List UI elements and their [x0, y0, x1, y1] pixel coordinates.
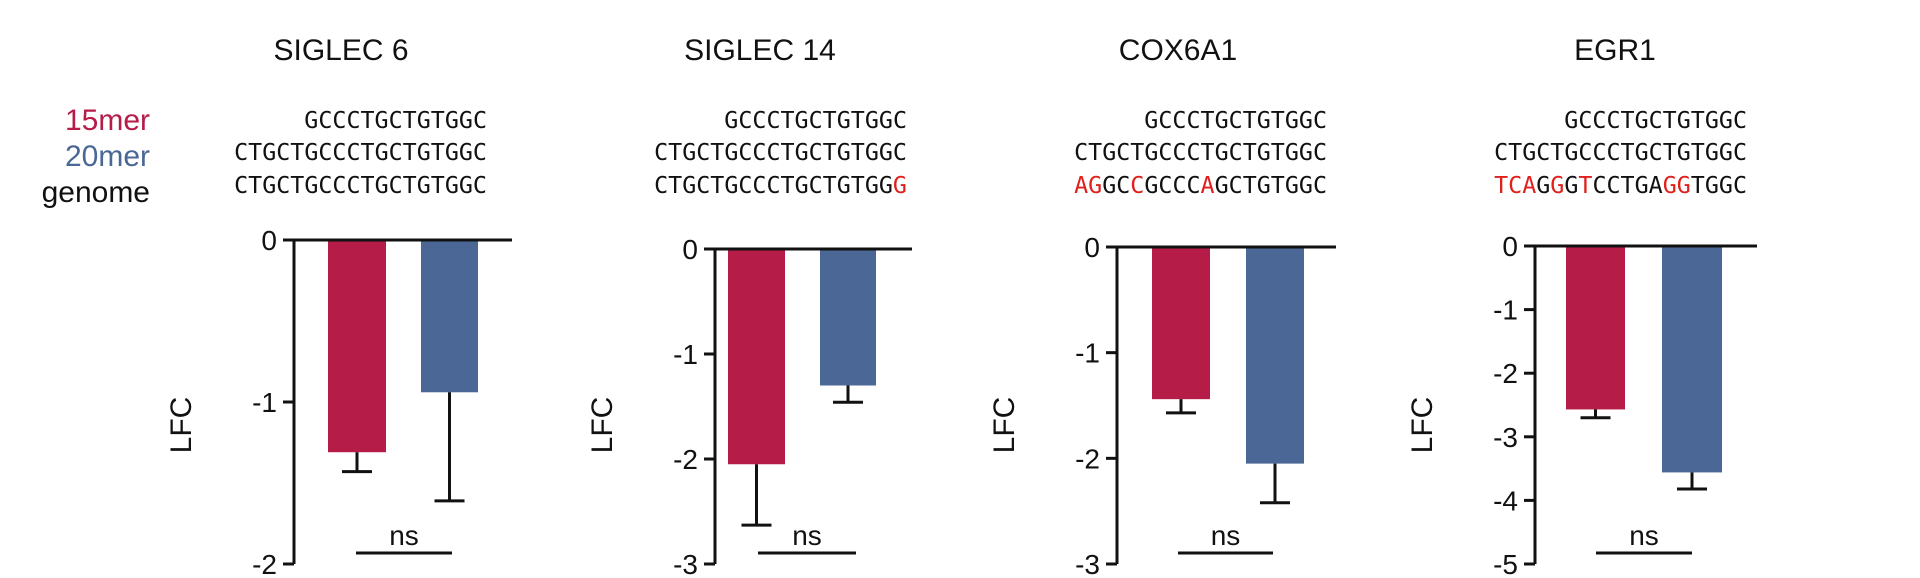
sequence-15mer: GCCCTGCTGTGGC [304, 107, 487, 134]
bar-20mer [820, 249, 876, 386]
y-tick-label: -4 [1493, 485, 1518, 516]
bar-20mer [421, 240, 478, 393]
y-axis-label: LFC [586, 397, 619, 454]
significance-label: ns [1211, 520, 1241, 551]
y-tick-label: -2 [1493, 358, 1518, 389]
chart-panel: SIGLEC 6 GCCCTGCTGTGGC CTGCTGCCCTGCTGTGGC C… [165, 34, 512, 578]
y-tick-label: 0 [261, 225, 277, 256]
bar-15mer [1566, 246, 1625, 410]
legend-genome: genome [42, 176, 150, 209]
sequence-genome: TCAGGGTCCTGAGGTGGC [1494, 172, 1747, 199]
sequence-20mer: CTGCTGCCCTGCTGTGGC [654, 139, 907, 166]
sequence-15mer: GCCCTGCTGTGGC [1144, 107, 1327, 134]
y-tick-label: 0 [1084, 232, 1100, 263]
y-tick-label: -5 [1493, 549, 1518, 578]
sequence-20mer: CTGCTGCCCTGCTGTGGC [1494, 139, 1747, 166]
y-tick-label: -2 [1075, 443, 1100, 474]
y-tick-label: 0 [682, 234, 698, 265]
chart-title: EGR1 [1574, 34, 1656, 67]
sequence-20mer: CTGCTGCCCTGCTGTGGC [234, 139, 487, 166]
legend-20mer: 20mer [65, 140, 150, 173]
y-tick-label: -1 [252, 387, 277, 418]
chart-panel: SIGLEC 14 GCCCTGCTGTGGC CTGCTGCCCTGCTGTGGC… [586, 34, 912, 578]
chart-title: SIGLEC 6 [273, 34, 408, 67]
sequence-15mer: GCCCTGCTGTGGC [1564, 107, 1747, 134]
significance-label: ns [1629, 520, 1659, 551]
y-axis-label: LFC [988, 397, 1021, 454]
significance-label: ns [792, 520, 822, 551]
chart-title: SIGLEC 14 [684, 34, 836, 67]
y-tick-label: -3 [1493, 422, 1518, 453]
y-axis-label: LFC [165, 397, 198, 454]
bar-15mer [1152, 247, 1210, 400]
bar-20mer [1246, 247, 1304, 464]
sequence-genome: CTGCTGCCCTGCTGTGGG [654, 172, 907, 199]
y-tick-label: 0 [1502, 231, 1518, 262]
y-tick-label: -3 [1075, 549, 1100, 578]
y-tick-label: -2 [673, 444, 698, 475]
y-tick-label: -3 [673, 549, 698, 578]
sequence-genome: CTGCTGCCCTGCTGTGGC [234, 172, 487, 199]
sequence-genome: AGGCCGCCCAGCTGTGGC [1074, 172, 1327, 199]
y-tick-label: -1 [1075, 338, 1100, 369]
legend: 15mer 20mer genome [42, 104, 150, 209]
chart-panels: SIGLEC 6GCCCTGCTGTGGCCTGCTGCCCTGCTGTGGCC… [165, 34, 1757, 578]
bar-15mer [328, 240, 386, 453]
y-axis-label: LFC [1406, 397, 1439, 454]
significance-label: ns [389, 520, 419, 551]
bar-15mer [728, 249, 785, 465]
bar-20mer [1662, 246, 1722, 473]
legend-15mer: 15mer [65, 104, 150, 137]
chart-title: COX6A1 [1119, 34, 1237, 67]
sequence-20mer: CTGCTGCCCTGCTGTGGC [1074, 139, 1327, 166]
sequence-15mer: GCCCTGCTGTGGC [724, 107, 907, 134]
y-tick-label: -1 [673, 339, 698, 370]
chart-panel: COX6A1 GCCCTGCTGTGGC CTGCTGCCCTGCTGTGGC AGG… [988, 34, 1336, 578]
y-tick-label: -1 [1493, 295, 1518, 326]
y-tick-label: -2 [252, 549, 277, 578]
chart-panel: EGR1 GCCCTGCTGTGGC CTGCTGCCCTGCTGTGGC TCAGG… [1406, 34, 1757, 578]
